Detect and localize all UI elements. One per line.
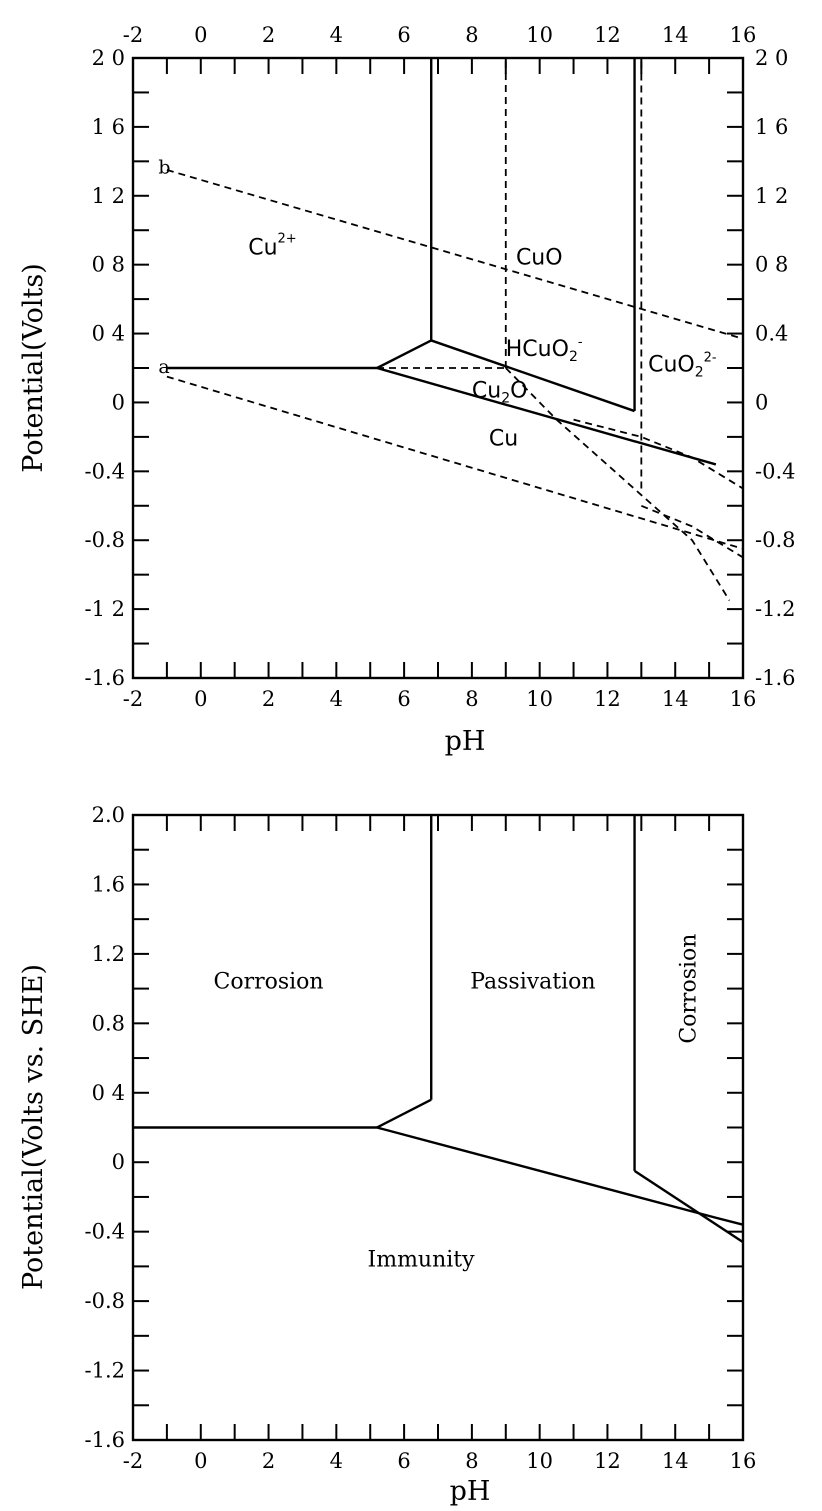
- x-tick-label-bottom: 8: [465, 1449, 478, 1473]
- species-label: CuO: [516, 246, 563, 271]
- y-tick-label-right: 2 0: [755, 46, 788, 70]
- y-tick-label-left: -1.6: [85, 1428, 126, 1452]
- species-label: a: [158, 356, 169, 378]
- top-species-labels: b a Cu2+ CuO HCuO2- CuO22- Cu2O Cu: [158, 156, 717, 451]
- y-tick-label-left: 1.2: [92, 942, 125, 966]
- y-tick-label-left: 0: [112, 390, 125, 414]
- y-tick-label-right: -0.4: [755, 459, 796, 483]
- top-x-axis-title: pH: [445, 726, 486, 757]
- y-tick-label-left: 0 4: [92, 322, 125, 346]
- y-tick-label-left: 2.0: [92, 803, 125, 827]
- solid-boundary-line: [377, 368, 716, 464]
- species-label: CuO22-: [648, 350, 717, 380]
- x-tick-label-bottom: 14: [662, 1449, 689, 1473]
- region-label: Immunity: [368, 1247, 476, 1272]
- x-tick-label-bottom: 2: [262, 687, 275, 711]
- x-tick-label-top: 14: [662, 23, 689, 47]
- species-label: b: [158, 156, 170, 178]
- y-tick-label-right: -1.6: [755, 666, 796, 690]
- y-tick-label-left: -0.8: [85, 528, 126, 552]
- x-tick-label-bottom: 4: [330, 1449, 343, 1473]
- top-pourbaix-chart: -20246810121416-202468101214162 01 61 20…: [18, 23, 796, 757]
- region-label: Corrosion: [677, 934, 702, 1044]
- x-tick-label-top: -2: [123, 23, 143, 47]
- x-tick-label-bottom: 12: [594, 1449, 621, 1473]
- x-tick-label-bottom: 6: [397, 687, 410, 711]
- y-tick-label-left: 0 8: [92, 253, 125, 277]
- x-tick-label-top: 12: [594, 23, 621, 47]
- region-label: Passivation: [470, 970, 595, 995]
- y-tick-label-left: -1.2: [85, 1359, 126, 1383]
- y-tick-label-left: 1 2: [92, 184, 125, 208]
- bottom-region-labels: Corrosion Passivation Corrosion Immunity: [214, 934, 702, 1273]
- dashed-boundary-line: [167, 377, 743, 549]
- x-tick-label-top: 10: [526, 23, 553, 47]
- y-tick-label-right: -0.8: [755, 528, 796, 552]
- bottom-x-axis-title: pH: [450, 1476, 491, 1507]
- x-tick-label-bottom: 2: [262, 1449, 275, 1473]
- x-tick-label-bottom: 10: [526, 1449, 553, 1473]
- solid-boundary-line: [377, 1128, 743, 1225]
- dashed-boundary-line: [506, 368, 730, 601]
- y-tick-label-left: -1 2: [85, 597, 126, 621]
- x-tick-label-top: 6: [397, 23, 410, 47]
- y-tick-label-left: 1 6: [92, 115, 125, 139]
- x-tick-label-top: 2: [262, 23, 275, 47]
- x-tick-label-bottom: 12: [594, 687, 621, 711]
- species-label: Cu2+: [248, 231, 296, 260]
- y-tick-label-left: -0.4: [85, 459, 126, 483]
- y-tick-label-right: 0.4: [755, 322, 788, 346]
- bottom-y-axis-title: Potential(Volts vs. SHE): [18, 964, 49, 1290]
- y-tick-label-right: -1.2: [755, 597, 796, 621]
- x-tick-label-bottom: 16: [730, 687, 757, 711]
- region-label: Corrosion: [214, 970, 324, 995]
- x-tick-label-bottom: 0: [194, 687, 207, 711]
- y-tick-label-left: -0.4: [85, 1220, 126, 1244]
- y-tick-label-right: 0 8: [755, 253, 788, 277]
- x-tick-label-bottom: 16: [730, 1449, 757, 1473]
- y-tick-label-left: 0: [112, 1150, 125, 1174]
- y-tick-label-right: 1 6: [755, 115, 788, 139]
- x-tick-label-bottom: -2: [123, 687, 143, 711]
- y-tick-label-left: 2 0: [92, 46, 125, 70]
- x-tick-label-top: 4: [330, 23, 343, 47]
- species-label: Cu2O: [472, 378, 528, 406]
- y-tick-label-right: 1 2: [755, 184, 788, 208]
- solid-boundary-line: [635, 1171, 743, 1242]
- species-label: Cu: [489, 427, 518, 452]
- species-label: HCuO2-: [506, 335, 583, 365]
- x-tick-label-bottom: 0: [194, 1449, 207, 1473]
- y-tick-label-left: 0 4: [92, 1081, 125, 1105]
- y-tick-label-right: 0: [755, 390, 768, 414]
- bottom-boundary-lines: [133, 815, 743, 1242]
- x-tick-label-bottom: 4: [330, 687, 343, 711]
- dashed-boundary-line: [641, 506, 743, 558]
- y-tick-label-left: 0.8: [92, 1011, 125, 1035]
- top-y-axis-title: Potential(Volts): [18, 263, 49, 472]
- x-tick-label-bottom: -2: [123, 1449, 143, 1473]
- bottom-corrosion-chart: -2 0 2 4 6 8 10 12 14 16 2.0 1.6 1.2 0.8 0 4 0 -0.4 -0.8 -…: [18, 803, 756, 1507]
- x-tick-label-top: 0: [194, 23, 207, 47]
- solid-boundary-line: [377, 1100, 431, 1128]
- y-tick-label-left: -1.6: [85, 666, 126, 690]
- x-tick-label-bottom: 14: [662, 687, 689, 711]
- x-tick-label-top: 16: [730, 23, 757, 47]
- solid-boundary-line: [377, 340, 431, 368]
- x-tick-label-bottom: 6: [397, 1449, 410, 1473]
- y-tick-label-left: -0.8: [85, 1289, 126, 1313]
- x-tick-label-bottom: 8: [465, 687, 478, 711]
- top-boundary-lines: [167, 58, 743, 601]
- y-tick-label-left: 1.6: [92, 872, 125, 896]
- x-tick-label-top: 8: [465, 23, 478, 47]
- x-tick-label-bottom: 10: [526, 687, 553, 711]
